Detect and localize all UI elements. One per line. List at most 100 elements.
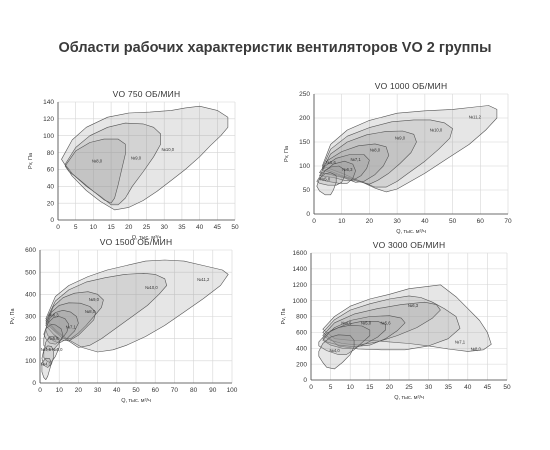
region-label: №8,0 [470, 347, 481, 352]
region-100 [45, 272, 167, 348]
region-100 [321, 119, 453, 188]
x-tick-label: 20 [125, 224, 133, 231]
y-tick-label: 300 [25, 314, 36, 321]
x-axis-label: Q, тыс. м³/ч [396, 229, 426, 235]
y-tick-label: 200 [25, 336, 36, 343]
y-tick-label: 250 [299, 91, 310, 98]
region-label: №4,0 [329, 348, 340, 353]
region-80 [45, 302, 96, 342]
x-tick-label: 25 [143, 224, 151, 231]
y-tick-label: 20 [47, 200, 55, 207]
y-tick-label: 1000 [293, 298, 308, 305]
region-label: №4,5 [341, 320, 352, 325]
y-tick-label: 500 [25, 269, 36, 276]
y-tick-label: 100 [25, 358, 36, 365]
x-tick-label: 30 [394, 218, 402, 225]
x-tick-label: 50 [449, 218, 457, 225]
region-40 [318, 334, 355, 370]
region-80 [64, 138, 126, 204]
x-tick-label: 0 [312, 218, 316, 225]
x-tick-label: 0 [56, 224, 60, 231]
region-label: №11,2 [197, 277, 210, 282]
region-label: №6,3 [342, 167, 353, 172]
region-label: №10,0 [161, 147, 174, 152]
x-axis-label: Q, тыс. м³/ч [121, 398, 151, 404]
region-label: №5,6 [325, 160, 336, 165]
region-71 [45, 310, 79, 344]
region-label: №7,1 [66, 325, 77, 330]
region-45 [318, 324, 371, 355]
page-title: Области рабочих характеристик вентилятор… [58, 40, 492, 56]
y-tick-label: 800 [296, 314, 307, 321]
region-45 [41, 345, 54, 368]
region-50 [316, 172, 337, 196]
y-tick-label: 600 [25, 247, 36, 254]
x-tick-label: 40 [464, 384, 472, 391]
y-axis-label: Pv, Па [10, 308, 16, 325]
region-label: №7,1 [350, 157, 361, 162]
y-axis-label: Pv, Па [281, 308, 287, 325]
x-tick-label: 35 [178, 224, 186, 231]
x-tick-label: 45 [214, 224, 222, 231]
region-label: №6,3 [408, 303, 419, 308]
x-tick-label: 30 [161, 224, 169, 231]
region-50 [322, 321, 386, 349]
y-axis-label: Pv, Па [28, 152, 34, 169]
y-tick-label: 600 [296, 330, 307, 337]
x-tick-label: 40 [421, 218, 429, 225]
x-tick-label: 50 [132, 387, 140, 394]
x-tick-label: 90 [209, 387, 217, 394]
x-tick-label: 100 [227, 387, 238, 394]
y-tick-label: 100 [299, 163, 310, 170]
region-71 [322, 295, 461, 351]
chart-vo-3000: VO 3000 ОБ/МИН 0 5 10 15 20 25 30 35 40 45 50 0 200 40… [281, 240, 511, 401]
region-63 [322, 301, 441, 346]
x-tick-label: 0 [309, 384, 313, 391]
y-tick-label: 400 [25, 292, 36, 299]
x-tick-label: 50 [503, 384, 511, 391]
y-tick-label: 200 [299, 115, 310, 122]
region-label: №10,0 [145, 285, 158, 290]
x-tick-label: 10 [90, 224, 98, 231]
y-tick-label: 50 [303, 187, 311, 194]
region-label: №8,0 [92, 159, 103, 164]
x-tick-label: 10 [56, 387, 64, 394]
y-tick-label: 140 [43, 99, 54, 106]
x-tick-label: 15 [107, 224, 115, 231]
chart-title: VO 750 ОБ/МИН [113, 89, 181, 99]
x-tick-label: 45 [484, 384, 492, 391]
region-56 [43, 324, 64, 351]
region-label: №10,0 [430, 127, 443, 132]
region-label: №9,0 [131, 155, 142, 160]
y-tick-label: 200 [296, 361, 307, 368]
x-tick-label: 40 [113, 387, 121, 394]
y-tick-label: 100 [43, 133, 54, 140]
region-label: №8,0 [370, 148, 381, 153]
region-80 [319, 143, 390, 183]
x-tick-label: 15 [366, 384, 374, 391]
x-tick-label: 40 [196, 224, 204, 231]
y-tick-label: 0 [303, 377, 307, 384]
region-40 [41, 357, 52, 380]
y-tick-label: 0 [306, 211, 310, 218]
x-tick-label: 60 [477, 218, 485, 225]
x-tick-label: 60 [152, 387, 160, 394]
chart-vo-1500: VO 1500 ОБ/МИН 0 10 20 30 40 50 60 70 80 90 100 0 100… [10, 237, 238, 404]
region-label: №4,5 [41, 347, 52, 352]
region-label: №6,3 [48, 313, 59, 318]
y-tick-label: 120 [43, 116, 54, 123]
y-tick-label: 0 [50, 217, 54, 224]
y-tick-label: 150 [299, 139, 310, 146]
chart-title: VO 1000 ОБ/МИН [375, 81, 448, 91]
y-tick-label: 1200 [293, 282, 308, 289]
region-100 [61, 105, 229, 211]
y-tick-label: 1600 [293, 250, 308, 257]
region-90 [64, 122, 161, 206]
x-tick-label: 10 [338, 218, 346, 225]
x-axis-label: Q, тыс. м³/ч [132, 235, 162, 241]
y-tick-label: 1400 [293, 266, 308, 273]
x-tick-label: 30 [94, 387, 102, 394]
region-112 [45, 259, 229, 353]
x-tick-label: 20 [386, 384, 394, 391]
region-label: №5,0 [52, 347, 63, 352]
